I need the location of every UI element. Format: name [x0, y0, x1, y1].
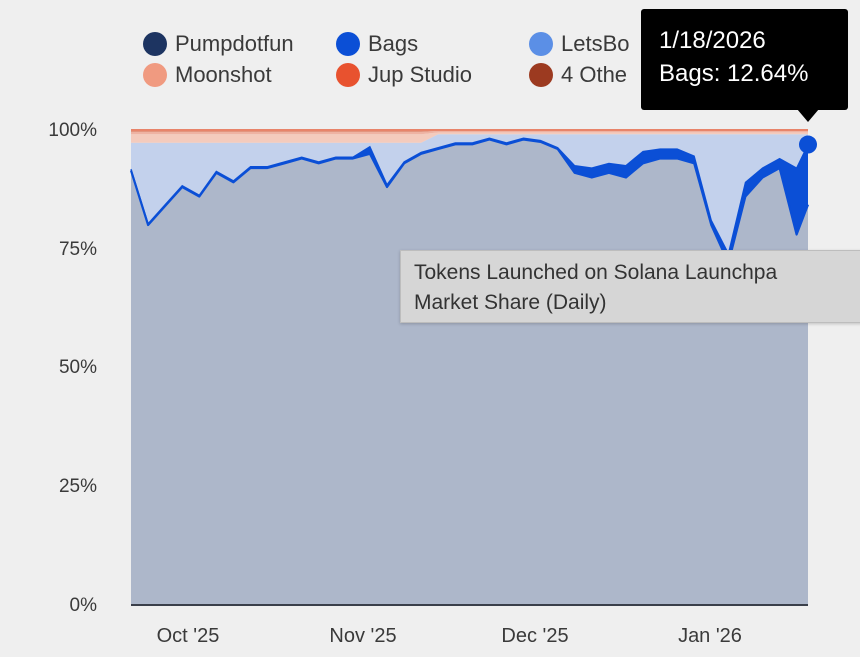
chart-title-line1: Tokens Launched on Solana Launchpa: [414, 261, 778, 284]
y-tick-0: 0%: [69, 595, 97, 616]
legend-label: Bags: [368, 31, 419, 56]
legend-dot-icon: [143, 32, 167, 56]
legend-dot-icon: [336, 63, 360, 87]
legend-label: 4 Othe: [561, 62, 628, 87]
legend-item-pumpdotfun[interactable]: Pumpdotfun: [143, 31, 294, 57]
legend-item-letsbonk[interactable]: LetsBo: [529, 31, 630, 57]
line-bags-upper: [130, 137, 809, 256]
area-letsbonk: [131, 134, 808, 254]
legend-label: Moonshot: [175, 62, 272, 87]
legend-dot-icon: [336, 32, 360, 56]
y-tick-100: 100%: [48, 120, 97, 141]
chart-title-line2: Market Share (Daily): [414, 291, 607, 314]
x-tick-oct: Oct '25: [156, 625, 220, 647]
tooltip-arrow: [797, 109, 819, 122]
legend-item-bags[interactable]: Bags: [336, 31, 418, 57]
tooltip-value: Bags: 12.64%: [659, 60, 809, 87]
legend-dot-icon: [529, 63, 553, 87]
area-moonshot: [131, 132, 808, 143]
x-tick-jan: Jan '26: [678, 625, 742, 647]
y-tick-25: 25%: [58, 476, 97, 497]
legend-label: Pumpdotfun: [175, 31, 294, 56]
x-tick-dec: Dec '25: [501, 625, 569, 647]
legend-dot-icon: [143, 63, 167, 87]
legend-dot-icon: [529, 32, 553, 56]
legend-item-moonshot[interactable]: Moonshot: [143, 62, 272, 88]
hover-point: [799, 135, 817, 154]
y-tick-50: 50%: [58, 357, 97, 378]
hover-marker: [799, 135, 817, 154]
x-tick-nov: Nov '25: [329, 625, 397, 647]
line-bags-lower: [129, 138, 810, 265]
legend-label: Jup Studio: [368, 62, 472, 87]
series-areas: [129, 129, 810, 605]
data-tooltip: 1/18/2026 Bags: 12.64%: [641, 9, 848, 110]
legend-item-jup-studio[interactable]: Jup Studio: [336, 62, 472, 88]
chart-title-tooltip: Tokens Launched on Solana Launchpa Marke…: [400, 250, 860, 323]
area-jup-studio: [131, 130, 808, 135]
legend-label: LetsBo: [561, 31, 630, 56]
tooltip-date: 1/18/2026: [659, 27, 766, 54]
y-tick-75: 75%: [58, 239, 97, 260]
legend-item-others[interactable]: 4 Othe: [529, 62, 627, 88]
